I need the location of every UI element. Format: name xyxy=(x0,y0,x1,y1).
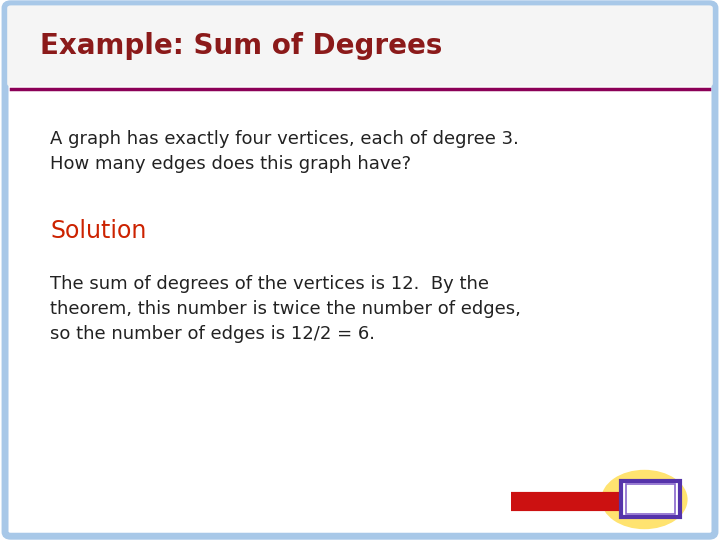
Text: The sum of degrees of the vertices is 12.  By the
theorem, this number is twice : The sum of degrees of the vertices is 12… xyxy=(50,275,521,343)
Text: Example: Sum of Degrees: Example: Sum of Degrees xyxy=(40,32,442,60)
Text: Solution: Solution xyxy=(50,219,147,242)
FancyBboxPatch shape xyxy=(621,481,680,517)
Text: A graph has exactly four vertices, each of degree 3.
How many edges does this gr: A graph has exactly four vertices, each … xyxy=(50,130,519,173)
Ellipse shape xyxy=(601,470,688,529)
FancyBboxPatch shape xyxy=(626,484,675,514)
FancyBboxPatch shape xyxy=(7,5,713,86)
FancyBboxPatch shape xyxy=(5,4,715,536)
